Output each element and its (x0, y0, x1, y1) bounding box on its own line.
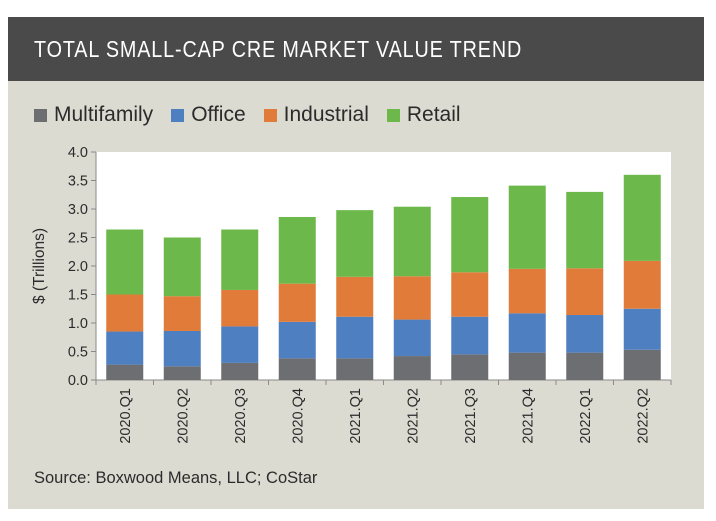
bar-industrial-2021-q2 (393, 276, 431, 320)
legend-swatch-office (171, 108, 185, 122)
bar-retail-2020-q2 (163, 237, 201, 297)
bar-office-2020-q1 (106, 331, 144, 365)
source-note: Source: Boxwood Means, LLC; CoStar (34, 469, 318, 487)
y-tick-label: 4.0 (68, 145, 88, 161)
bar-office-2021-q2 (393, 319, 431, 357)
legend-item-industrial: Industrial (263, 103, 369, 127)
x-tick-label: 2021.Q1 (348, 388, 364, 444)
bar-industrial-2020-q3 (221, 289, 259, 327)
y-tick-label: 0.0 (68, 373, 88, 389)
legend: Multifamily Office Industrial Retail (34, 103, 479, 127)
y-axis-label: $ (Trillions) (31, 228, 48, 304)
bar-industrial-2020-q2 (163, 296, 201, 331)
bar-office-2020-q4 (278, 321, 316, 359)
x-tick-label: 2020.Q2 (175, 388, 191, 444)
bar-industrial-2021-q3 (451, 272, 489, 317)
bar-office-2020-q3 (221, 326, 259, 363)
legend-label-office: Office (191, 103, 246, 126)
x-tick-label: 2020.Q1 (118, 388, 134, 444)
bar-multifamily-2022-q1 (566, 352, 604, 380)
x-tick-label: 2021.Q2 (405, 388, 421, 444)
bar-retail-2020-q1 (106, 229, 144, 295)
legend-item-office: Office (171, 103, 246, 127)
bar-multifamily-2020-q1 (106, 364, 144, 380)
bar-office-2021-q4 (508, 313, 546, 353)
stacked-bar-chart: 0.0 0.5 1.0 1.5 2.0 2.5 3.0 3.5 4.0 $ (Trillions)… (31, 145, 672, 444)
y-tick-label: 2.5 (68, 231, 88, 247)
bar-retail-2022-q2 (623, 174, 661, 261)
legend-item-multifamily: Multifamily (34, 103, 153, 127)
y-tick-label: 0.5 (68, 345, 88, 361)
bar-multifamily-2020-q3 (221, 362, 259, 380)
chart-title-bar: TOTAL SMALL-CAP CRE MARKET VALUE TREND (8, 17, 704, 81)
legend-label-retail: Retail (406, 103, 461, 126)
y-tick-label: 1.0 (68, 316, 88, 332)
bar-office-2021-q3 (451, 316, 489, 355)
legend-swatch-retail (386, 108, 400, 122)
bar-multifamily-2021-q2 (393, 356, 431, 380)
bar-retail-2021-q2 (393, 206, 431, 277)
legend-swatch-multifamily (34, 108, 47, 122)
bar-office-2021-q1 (336, 316, 374, 359)
bar-retail-2020-q3 (221, 229, 259, 290)
bar-office-2022-q1 (566, 315, 604, 353)
bar-industrial-2020-q4 (278, 283, 316, 322)
x-tick-label: 2020.Q3 (233, 388, 249, 444)
bar-office-2022-q2 (623, 308, 661, 350)
y-tick-label: 1.5 (68, 288, 88, 304)
bar-office-2020-q2 (163, 330, 201, 367)
bar-industrial-2021-q1 (336, 276, 374, 317)
bar-industrial-2022-q1 (566, 268, 604, 316)
x-tick-label: 2021.Q4 (520, 388, 536, 444)
bar-multifamily-2020-q2 (163, 366, 201, 380)
x-tick-label: 2022.Q2 (635, 388, 651, 444)
legend-item-retail: Retail (386, 103, 461, 127)
legend-label-multifamily: Multifamily (54, 103, 154, 126)
legend-label-industrial: Industrial (283, 103, 369, 126)
bar-industrial-2021-q4 (508, 268, 546, 314)
y-tick-label: 2.0 (68, 259, 88, 275)
bar-multifamily-2021-q3 (451, 354, 489, 380)
chart-card: TOTAL SMALL-CAP CRE MARKET VALUE TREND M… (8, 17, 704, 509)
bar-multifamily-2021-q1 (336, 358, 374, 380)
x-tick-label: 2020.Q4 (290, 388, 306, 444)
y-tick-label: 3.0 (68, 202, 88, 218)
bar-retail-2021-q1 (336, 210, 374, 277)
bar-retail-2021-q3 (451, 197, 489, 273)
bar-industrial-2020-q1 (106, 294, 144, 332)
chart-title: TOTAL SMALL-CAP CRE MARKET VALUE TREND (34, 35, 523, 62)
legend-swatch-industrial (263, 108, 277, 122)
bar-retail-2020-q4 (278, 216, 316, 284)
bar-retail-2021-q4 (508, 185, 546, 269)
y-tick-label: 3.5 (68, 174, 88, 190)
bar-multifamily-2022-q2 (623, 349, 661, 380)
bar-industrial-2022-q2 (623, 260, 661, 309)
x-tick-label: 2022.Q1 (578, 388, 594, 444)
bar-multifamily-2021-q4 (508, 352, 546, 380)
x-tick-label: 2021.Q3 (463, 388, 479, 444)
bar-multifamily-2020-q4 (278, 358, 316, 380)
bar-retail-2022-q1 (566, 191, 604, 269)
